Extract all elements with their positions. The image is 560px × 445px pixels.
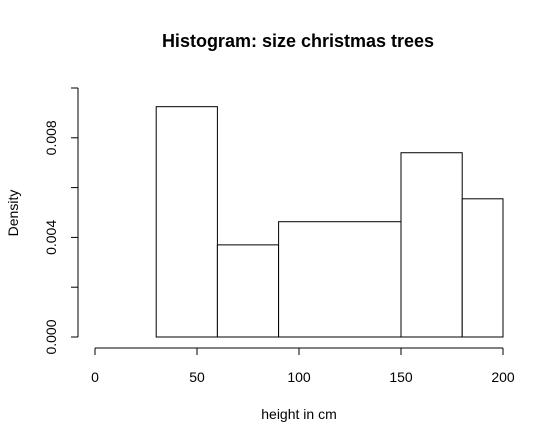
y-axis-label: Density [5,190,21,237]
chart-title: Histogram: size christmas trees [162,31,434,51]
x-tick-label: 50 [189,369,205,385]
histogram-bar-1 [155,106,218,338]
y-tick-label: 0.000 [43,319,59,354]
y-axis: 0.000 0.004 0.008 [43,87,79,355]
x-axis: 0 50 100 150 200 [91,347,515,385]
x-tick-label: 0 [91,369,99,385]
histogram-bar-5 [461,198,504,338]
x-tick-label: 200 [491,369,515,385]
histogram-bar-3 [278,221,402,338]
bars-group [155,106,504,338]
x-tick-label: 150 [389,369,413,385]
histogram-bar-4 [400,152,463,338]
x-axis-label: height in cm [261,406,336,422]
histogram-bar-2 [216,244,280,338]
y-tick-label: 0.008 [43,120,59,155]
y-tick-label: 0.004 [43,220,59,255]
x-tick-label: 100 [287,369,311,385]
